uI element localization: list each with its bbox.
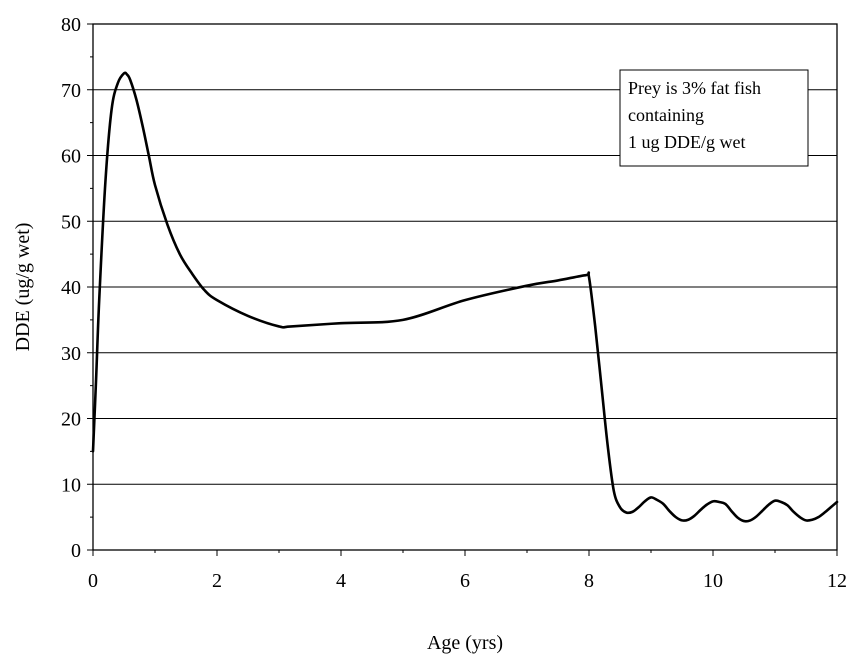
x-tick-label: 2 <box>212 570 222 592</box>
y-tick-label: 60 <box>61 146 81 168</box>
annotation-line: containing <box>628 105 704 125</box>
x-tick-label: 0 <box>88 570 98 592</box>
tick-labels: 0 10 20 30 40 50 60 70 80 0 2 4 6 8 10 12 <box>61 14 847 592</box>
y-tick-label: 50 <box>61 211 81 233</box>
x-tick-label: 8 <box>584 570 594 592</box>
annotation-box: Prey is 3% fat fish containing 1 ug DDE/g … <box>619 69 809 167</box>
x-tick-label: 10 <box>703 570 723 592</box>
annotation-line: Prey is 3% fat fish <box>628 78 761 98</box>
x-axis-title: Age (yrs) <box>427 632 503 654</box>
annotation-line: 1 ug DDE/g wet <box>628 132 745 152</box>
y-tick-label: 30 <box>61 343 81 365</box>
y-tick-label: 10 <box>61 474 81 496</box>
y-tick-label: 80 <box>61 14 81 36</box>
y-tick-label: 70 <box>61 80 81 102</box>
y-tick-label: 40 <box>61 277 81 299</box>
x-tick-label: 12 <box>827 570 847 592</box>
y-tick-label: 20 <box>61 409 81 431</box>
x-tick-label: 6 <box>460 570 470 592</box>
annotation-box-border <box>619 69 809 167</box>
series-line-dde <box>91 71 839 523</box>
x-tick-label: 4 <box>336 570 346 592</box>
axis-ticks <box>87 23 838 556</box>
y-tick-label: 0 <box>71 540 81 562</box>
gridlines <box>93 89 837 485</box>
y-axis-title: DDE (ug/g wet) <box>12 223 34 352</box>
